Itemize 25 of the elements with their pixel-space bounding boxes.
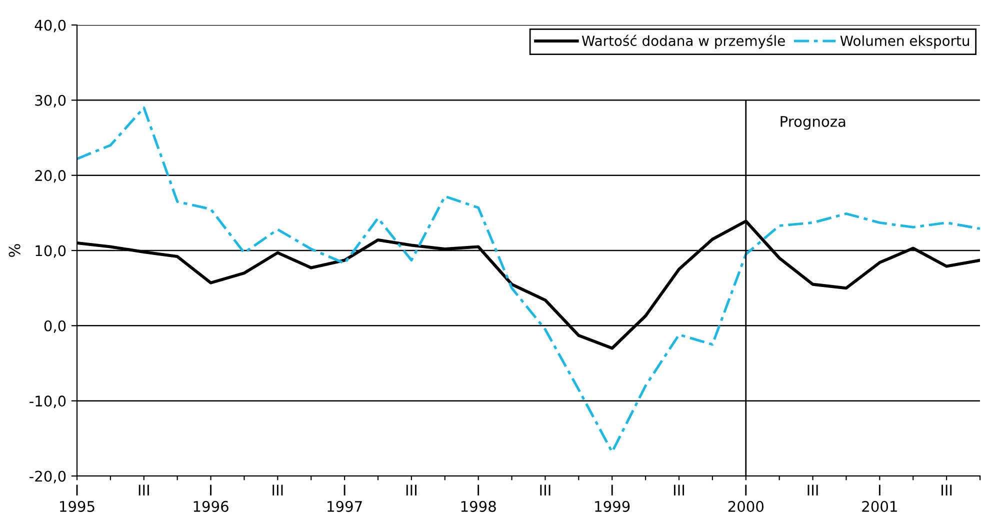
x-tick-label: III: [138, 484, 149, 496]
y-axis-title: %: [8, 244, 20, 257]
x-tick-label: I 1995: [60, 484, 94, 512]
x-tick-label: III: [540, 484, 550, 496]
x-tick-label: III: [942, 484, 952, 496]
x-tick-label: III: [272, 484, 283, 496]
y-tick-label: 20,0: [35, 170, 66, 183]
y-tick-label: -10,0: [30, 396, 66, 408]
x-tick-label: I 2001: [862, 484, 897, 512]
x-tick-label: I 1997: [328, 484, 362, 512]
x-tick-label: III: [406, 484, 416, 496]
y-tick-label: 30,0: [35, 94, 66, 108]
x-tick-label: I 1998: [461, 484, 496, 512]
x-tick-label: I 2000: [728, 484, 764, 512]
y-tick-label: -20,0: [30, 470, 66, 484]
x-tick-label: III: [674, 484, 684, 496]
ref-line-label: Prognoza: [780, 116, 846, 130]
x-tick-label: I 1999: [595, 484, 630, 512]
y-tick-label: 10,0: [36, 245, 66, 258]
x-tick-label: III: [808, 484, 818, 496]
x-tick-label: I 1996: [194, 484, 228, 512]
legend-label: Wartość dodana w przemyśle: [582, 34, 785, 49]
legend-label: Wolumen eksportu: [840, 35, 970, 49]
y-tick-label: 0,0: [44, 320, 66, 333]
y-tick-label: 40,0: [34, 20, 66, 32]
